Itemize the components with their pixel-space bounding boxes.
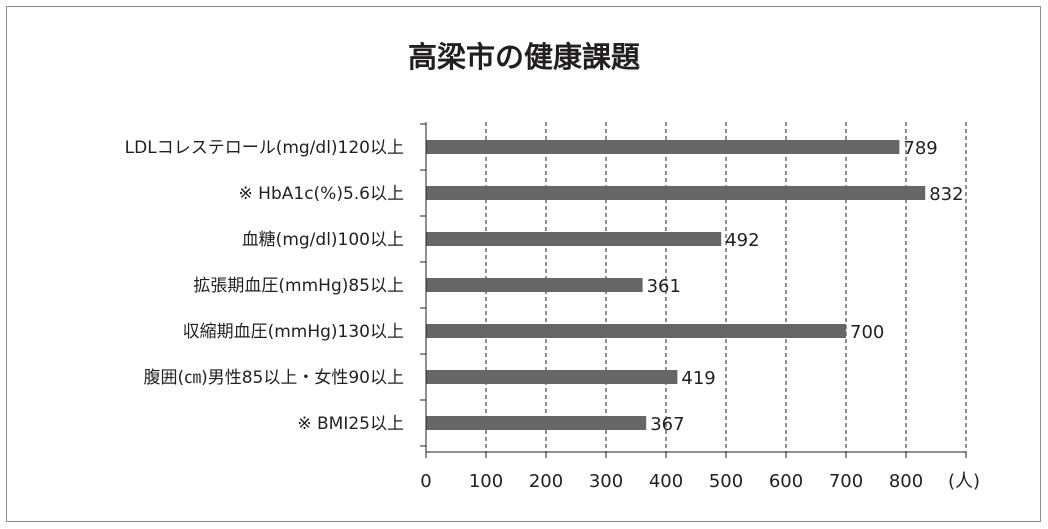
x-tick-label: 300 xyxy=(589,471,623,492)
data-label: 492 xyxy=(725,230,759,251)
x-tick-label: 400 xyxy=(649,471,683,492)
chart-title: 高梁市の健康課題 xyxy=(407,40,640,74)
category-label: ※ BMI25以上 xyxy=(297,414,404,434)
x-tick-label: 600 xyxy=(769,471,803,492)
bar xyxy=(426,416,647,430)
category-labels: LDLコレステロール(mg/dl)120以上 ※ HbA1c(%)5.6以上血糖(… xyxy=(125,138,404,434)
bar xyxy=(426,232,722,246)
category-label: 腹囲(㎝)男性85以上・女性90以上 xyxy=(143,368,404,388)
bar xyxy=(426,186,926,200)
data-label: 832 xyxy=(929,184,963,205)
bar xyxy=(426,278,643,292)
category-label: LDLコレステロール(mg/dl)120以上 xyxy=(125,138,404,158)
x-tick-label: 100 xyxy=(469,471,503,492)
category-label: 血糖(mg/dl)100以上 xyxy=(242,230,404,250)
bar xyxy=(426,140,900,154)
data-label: 700 xyxy=(850,322,884,343)
bar xyxy=(426,370,678,384)
axes xyxy=(420,122,967,458)
value-labels: 789 832 492 361 700 419 367 xyxy=(647,138,964,435)
x-tick-label: 500 xyxy=(709,471,743,492)
data-label: 361 xyxy=(647,276,681,297)
x-tick-label: 0 xyxy=(420,471,431,492)
category-label: 拡張期血圧(mmHg)85以上 xyxy=(193,276,404,296)
data-label: 419 xyxy=(681,368,715,389)
chart-frame xyxy=(6,6,1041,522)
bars xyxy=(426,140,926,430)
x-tick-labels: 0 100 200 300 400 500 600 700 800 (人) xyxy=(420,471,980,492)
x-tick-label: 800 xyxy=(889,471,923,492)
data-label: 789 xyxy=(903,138,937,159)
bar xyxy=(426,324,846,338)
x-unit-label: (人) xyxy=(948,471,980,492)
category-label: ※ HbA1c(%)5.6以上 xyxy=(239,184,404,204)
data-label: 367 xyxy=(650,414,684,435)
category-label: 収縮期血圧(mmHg)130以上 xyxy=(183,322,404,342)
x-tick-label: 200 xyxy=(529,471,563,492)
x-tick-label: 700 xyxy=(829,471,863,492)
